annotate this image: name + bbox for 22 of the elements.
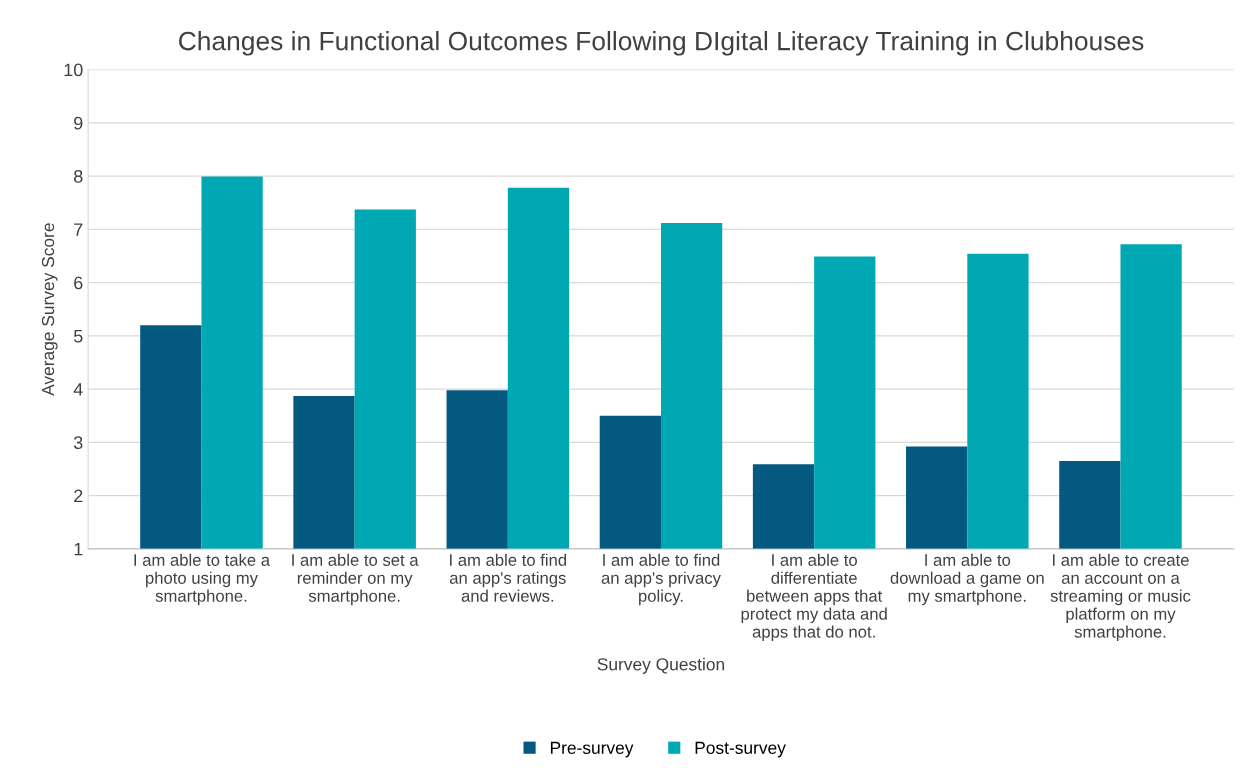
x-axis-title: Survey Question [597,657,725,674]
legend-label: Post-survey [695,741,786,758]
y-tick-label: 6 [74,276,83,290]
x-tick-label: I am able to differentiate between apps that protect my data and apps that do not. [741,553,887,642]
y-tick-label: 5 [73,329,83,343]
x-tick-label: I am able to set a reminder on my smartphone. [292,553,419,606]
x-tick-label: I am able to create an account on a streaming or music platform on my smartphone. [1050,553,1191,642]
y-tick-label: 8 [74,170,83,183]
y-tick-label: 4 [73,383,83,396]
x-tick-label: I am able to find an app's ratings and reviews. [449,553,567,602]
y-tick-label: 2 [74,489,83,503]
y-axis-title: Average Survey Score [41,223,58,396]
y-tick-label: 3 [73,436,83,450]
x-tick-label: I am able to find an app's privacy policy. [601,553,721,606]
y-tick-label: 9 [74,116,83,130]
chart-title: Changes in Functional Outcomes Following DIgital Literacy Training in Clubhouses [179,31,1144,56]
y-tick-label: 7 [74,223,83,236]
legend-label: Pre-survey [550,741,634,758]
y-tick-label: 1 [74,542,83,556]
y-tick-label: 10 [64,63,83,77]
x-tick-label: I am able to take a photo using my smartphone. [134,553,271,606]
x-tick-label: I am able to download a game on my smartphone. [890,553,1044,606]
